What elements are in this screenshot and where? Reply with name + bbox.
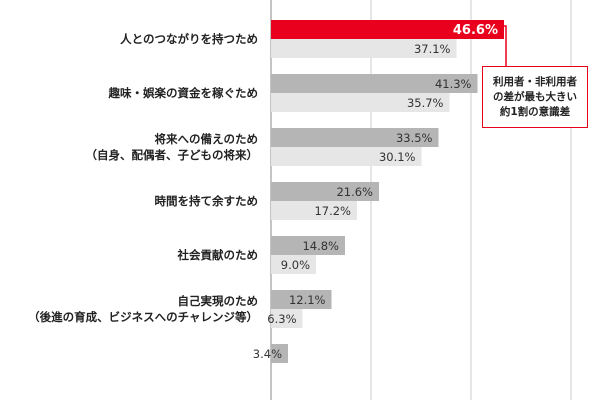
callout-pointer [504,25,507,66]
bar-series-1 [271,344,288,363]
data-label: 21.6% [336,185,373,199]
callout-line-1: 利用者・非利用者 [493,76,577,88]
bar-series-2 [271,39,457,58]
data-label: 30.1% [379,150,416,164]
bar-series-1 [271,128,439,147]
category-label: 時間を持て余すため [155,194,259,208]
data-label: 17.2% [314,204,351,218]
highlight-bar [271,20,504,39]
bar-series-1 [271,236,345,255]
bar-series-2 [271,147,422,166]
data-label: 9.0% [281,258,310,272]
data-label: 37.1% [414,42,451,56]
data-label: 14.8% [302,239,339,253]
data-label: 33.5% [396,131,433,145]
data-label: 41.3% [435,77,472,91]
category-label: 将来への備えのため [155,132,259,146]
bar-series-1 [271,182,379,201]
callout-box: 利用者・非利用者 の差が最も大きい 約1割の意識差 [482,66,588,128]
category-label: 人とのつながりを持つため [120,32,258,46]
category-label: （自身、配偶者、子どもの将来） [86,148,259,162]
bar-series-1 [271,74,478,93]
category-label: （後進の育成、ビジネスへのチャレンジ等） [28,310,258,324]
data-label: 6.3% [267,312,296,326]
bar-series-1 [271,290,332,309]
callout-line-2: の差が最も大きい [493,91,577,103]
bar-series-2 [271,255,316,274]
data-label: 35.7% [407,96,444,110]
category-label: 自己実現のため [178,294,259,308]
category-label: 社会貢献のため [177,248,259,262]
bar-series-2 [271,309,303,328]
category-label: 趣味・娯楽の資金を稼ぐため [108,86,259,100]
bar-series-2 [271,201,357,220]
callout-line-3: 約1割の意識差 [499,106,571,118]
data-label: 46.6% [453,23,498,38]
bar-series-2 [271,93,450,112]
data-label: 12.1% [289,293,326,307]
data-label: 3.4% [253,347,282,361]
